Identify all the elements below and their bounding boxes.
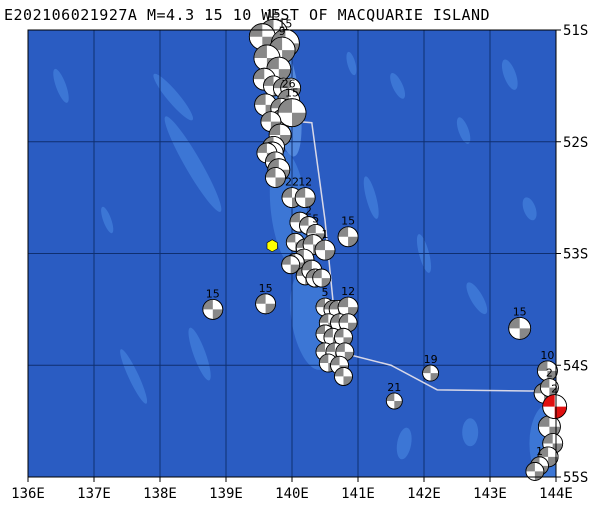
lat-lon-grid xyxy=(28,30,556,477)
mechanism-label: 15 xyxy=(278,17,292,30)
epicenter-marker xyxy=(266,239,278,253)
mechanism-label: 15 xyxy=(267,7,281,20)
bathymetry-patch xyxy=(363,176,379,219)
mechanism-label: 15 xyxy=(285,87,299,100)
focal-mechanism xyxy=(334,367,353,386)
lon-tick-label: 144E xyxy=(539,486,573,502)
focal-mechanism xyxy=(265,167,286,188)
mechanism-label: 12 xyxy=(341,285,355,298)
mechanism-label: 15 xyxy=(341,215,355,228)
lon-tick-label: 142E xyxy=(407,486,441,502)
mechanism-label: 5 xyxy=(322,286,329,299)
lat-tick-label: 52S xyxy=(563,135,588,151)
bathymetry-patch xyxy=(53,68,69,103)
latitude-ticks: 51S 52S 53S 54S 55S xyxy=(556,23,588,486)
mechanism-label: 15 xyxy=(513,305,527,318)
focal-mechanism xyxy=(540,378,559,398)
map-title: E202106021927A M=4.3 15 10 WEST OF MACQU… xyxy=(4,6,491,24)
lon-tick-label: 141E xyxy=(341,486,375,502)
mechanism-label: 9 xyxy=(279,25,286,38)
mechanism-label: 15 xyxy=(259,282,273,295)
lat-tick-label: 55S xyxy=(563,470,588,486)
focal-mechanism xyxy=(281,255,301,275)
lon-tick-label: 138E xyxy=(143,486,177,502)
focal-mechanism xyxy=(277,98,307,128)
bathymetry-patch xyxy=(120,349,148,404)
mechanism-label: 12 xyxy=(298,176,312,189)
lon-tick-label: 136E xyxy=(11,486,45,502)
mechanism-label: 22 xyxy=(285,176,299,189)
epicenter-hexagon xyxy=(266,239,278,253)
mechanism-label: 19 xyxy=(424,353,438,366)
lat-tick-label: 51S xyxy=(563,23,588,39)
focal-mechanism xyxy=(385,392,403,410)
lon-tick-label: 137E xyxy=(77,486,111,502)
mechanism-label: 2 xyxy=(305,205,312,218)
focal-mechanism xyxy=(525,462,545,481)
lat-tick-label: 54S xyxy=(563,358,588,374)
lon-tick-label: 143E xyxy=(473,486,507,502)
longitude-ticks: 136E 137E 138E 139E 140E 141E 142E 143E 144E xyxy=(11,477,573,502)
target-mechanism xyxy=(542,394,568,419)
mechanism-label: 1 xyxy=(322,228,329,241)
target-focal-mechanism: 2 xyxy=(542,383,568,419)
bathymetry-patch xyxy=(164,116,222,212)
bathymetry-patch xyxy=(396,427,412,460)
mechanism-label: 2 xyxy=(546,367,553,380)
focal-mechanism xyxy=(338,313,358,333)
focal-mechanism xyxy=(422,364,440,382)
lon-tick-label: 140E xyxy=(275,486,309,502)
target-label: 2 xyxy=(551,383,558,396)
focal-mechanism xyxy=(335,342,355,362)
focal-mechanism xyxy=(294,187,316,209)
focal-mechanism xyxy=(202,298,224,320)
bathymetry-patch xyxy=(390,73,406,99)
focal-mechanism xyxy=(314,239,336,261)
bathymetry-patch xyxy=(153,73,194,121)
bathymetry-patch xyxy=(466,282,488,315)
focal-mechanism xyxy=(337,226,359,248)
bathymetry-patch xyxy=(462,418,479,447)
mechanism-label: 5 xyxy=(312,212,319,225)
focal-mechanism xyxy=(312,268,332,288)
bathymetry-patch xyxy=(501,59,518,90)
focal-mechanism xyxy=(508,316,532,340)
mechanism-label: 1 xyxy=(536,445,543,458)
bathymetry-patch xyxy=(346,51,357,76)
lon-tick-label: 139E xyxy=(209,486,243,502)
mechanism-label: 26 xyxy=(282,77,296,90)
focal-mechanism xyxy=(255,293,277,315)
mechanism-label: 15 xyxy=(206,287,220,300)
mechanism-label: 10 xyxy=(540,349,554,362)
bathymetry-patch xyxy=(188,327,211,381)
bathymetry-patch xyxy=(456,117,471,144)
lat-tick-label: 53S xyxy=(563,247,588,263)
mechanism-label: 21 xyxy=(387,381,401,394)
bathymetry-patch xyxy=(101,206,114,234)
bathymetry-patch xyxy=(522,197,537,221)
